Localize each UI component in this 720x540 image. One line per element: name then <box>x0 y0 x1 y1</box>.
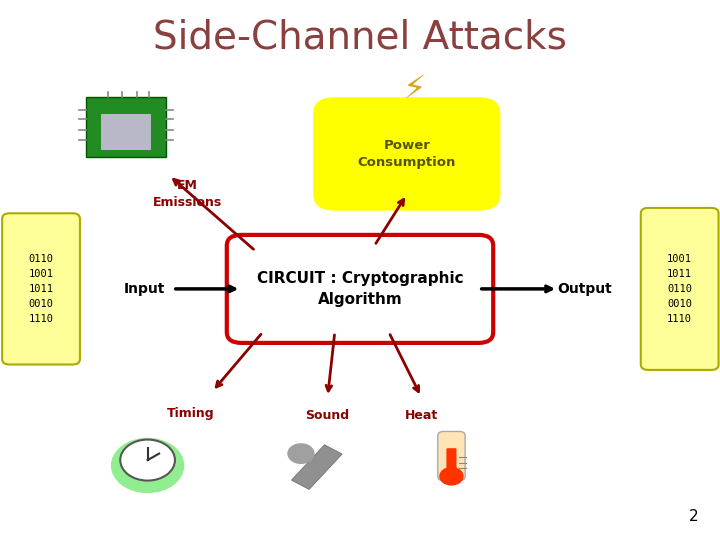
Circle shape <box>120 440 175 481</box>
Text: 0110
1001
1011
0010
1110: 0110 1001 1011 0010 1110 <box>29 254 53 323</box>
Text: Timing: Timing <box>167 407 215 420</box>
FancyBboxPatch shape <box>2 213 80 364</box>
FancyBboxPatch shape <box>313 97 500 211</box>
Circle shape <box>112 438 184 492</box>
Text: 1001
1011
0110
0010
1110: 1001 1011 0110 0010 1110 <box>667 254 692 323</box>
Text: ⚡: ⚡ <box>402 72 426 106</box>
Text: Output: Output <box>557 282 612 296</box>
FancyBboxPatch shape <box>227 235 493 343</box>
Text: Input: Input <box>123 282 165 296</box>
Text: Power
Consumption: Power Consumption <box>358 139 456 169</box>
Polygon shape <box>292 445 342 489</box>
Circle shape <box>440 468 463 485</box>
Text: Heat: Heat <box>405 409 438 422</box>
Text: 2: 2 <box>689 509 698 524</box>
FancyBboxPatch shape <box>438 431 465 481</box>
Circle shape <box>288 444 314 463</box>
FancyBboxPatch shape <box>86 97 166 157</box>
FancyBboxPatch shape <box>446 448 456 475</box>
FancyBboxPatch shape <box>101 114 151 150</box>
Text: EM
Emissions: EM Emissions <box>153 179 222 210</box>
Text: Sound: Sound <box>305 409 350 422</box>
Text: CIRCUIT : Cryptographic
Algorithm: CIRCUIT : Cryptographic Algorithm <box>257 271 463 307</box>
FancyBboxPatch shape <box>641 208 719 370</box>
Text: Side-Channel Attacks: Side-Channel Attacks <box>153 19 567 57</box>
